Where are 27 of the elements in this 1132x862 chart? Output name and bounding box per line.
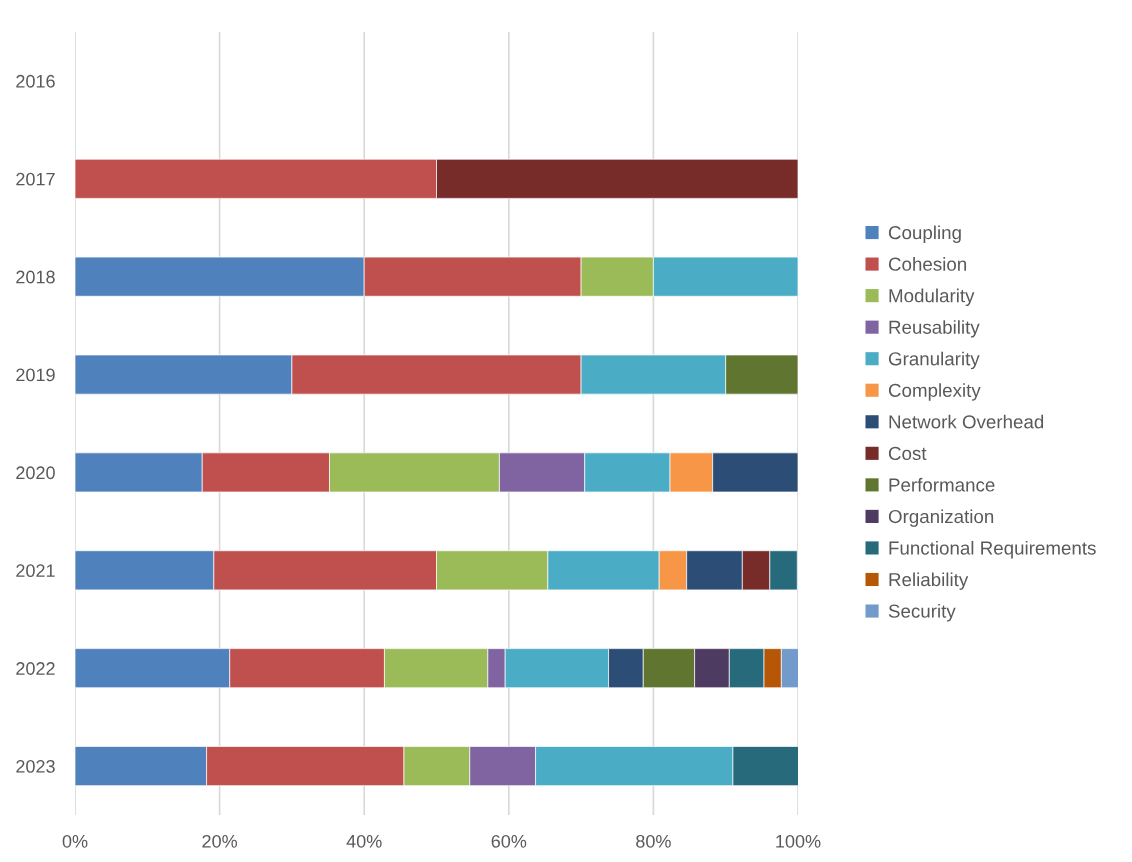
y-tick-label: 2023 xyxy=(16,760,55,773)
legend-label: Network Overhead xyxy=(889,414,1044,429)
legend-label: Reusability xyxy=(889,320,980,338)
legend-label: Performance xyxy=(889,477,995,492)
x-tick-label: 20% xyxy=(202,834,238,848)
legend-label: Modularity xyxy=(889,288,975,307)
x-tick-label: 0% xyxy=(62,834,88,848)
legend-label: Cohesion xyxy=(888,257,966,271)
y-tick-label: 2021 xyxy=(16,564,55,578)
x-tick-label: 100% xyxy=(776,834,821,848)
y-tick-label: 2016 xyxy=(16,74,55,88)
legend-label: Organization xyxy=(888,509,994,527)
y-tick-label: 2020 xyxy=(16,466,55,480)
x-tick-label: 60% xyxy=(491,834,527,848)
y-tick-label: 2018 xyxy=(16,270,55,284)
y-tick-label: 2019 xyxy=(16,368,55,382)
legend-label: Cost xyxy=(888,446,927,461)
legend-label: Complexity xyxy=(888,383,981,401)
y-tick-label: 2017 xyxy=(16,172,55,186)
x-tick-label: 40% xyxy=(346,834,382,848)
legend-label: Coupling xyxy=(888,225,961,243)
x-tick-label: 80% xyxy=(636,834,671,848)
legend-label: Security xyxy=(888,604,956,622)
legend-label: Reliability xyxy=(889,572,969,590)
y-tick-label: 2022 xyxy=(16,662,55,675)
legend-label: Functional Requirements xyxy=(889,540,1096,559)
legend-label: Granularity xyxy=(888,351,980,370)
